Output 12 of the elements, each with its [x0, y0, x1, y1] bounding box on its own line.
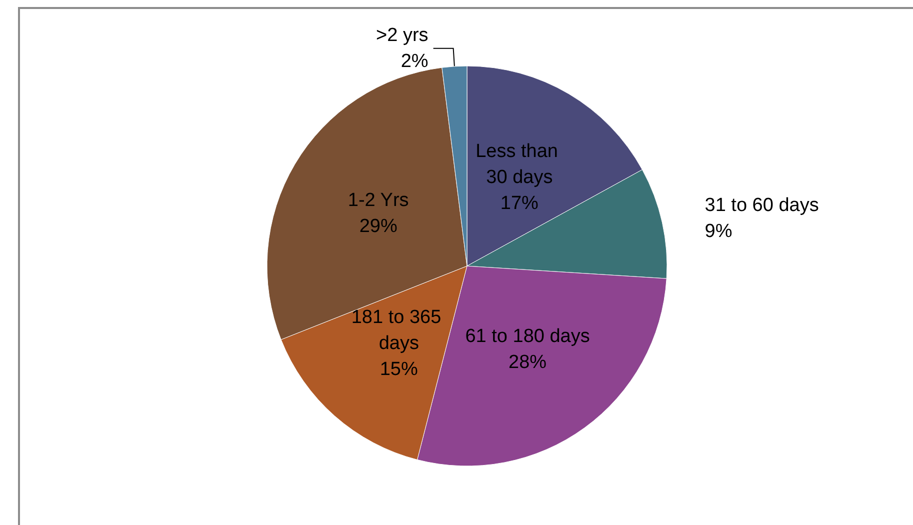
- data-label: 15%: [380, 358, 418, 380]
- slice-label: >2 yrs: [376, 24, 428, 46]
- slice-label: 31 to 60 days: [704, 194, 819, 216]
- slice-label: 1-2 Yrs: [348, 190, 409, 212]
- slice-label: Less than 30 days: [476, 140, 564, 188]
- slice-label: 61 to 180 days: [465, 326, 590, 347]
- data-label: 28%: [508, 352, 547, 373]
- data-label: 29%: [359, 216, 398, 238]
- data-label: 2%: [400, 50, 428, 72]
- data-label: 17%: [500, 192, 539, 214]
- slice-label: 181 to 365 days: [351, 306, 446, 354]
- data-label: 9%: [704, 220, 732, 242]
